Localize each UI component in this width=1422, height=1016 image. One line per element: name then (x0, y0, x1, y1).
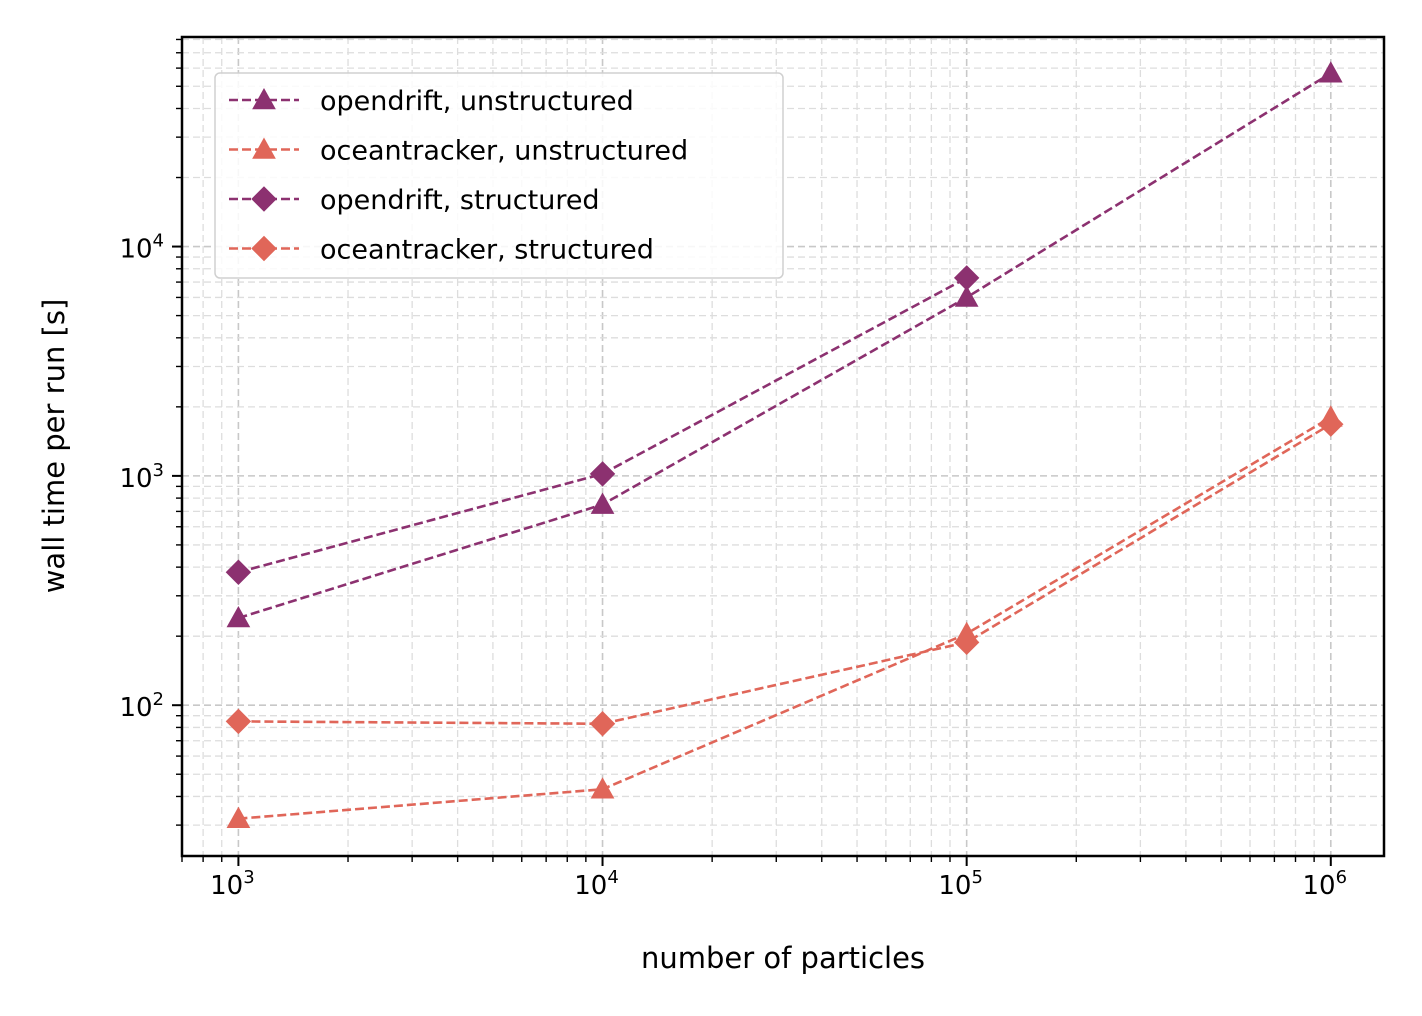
series-3 (225, 411, 1344, 737)
data-point (225, 708, 252, 735)
y-axis-label: wall time per run [s] (37, 299, 71, 594)
x-tick-label: 105 (938, 867, 983, 901)
legend-marker (252, 137, 276, 159)
data-point (225, 559, 252, 585)
data-point (226, 605, 251, 628)
series-line (238, 416, 1332, 820)
legend-marker (251, 186, 277, 212)
y-tick-label: 104 (119, 231, 164, 265)
x-tick-label: 104 (574, 867, 619, 901)
legend: opendrift, unstructured oceantracker, uns… (214, 72, 784, 279)
legend-marker (251, 235, 277, 262)
x-tick-label: 103 (210, 867, 255, 901)
legend-entry: oceantracker, unstructured (229, 136, 688, 167)
legend-box (214, 72, 784, 279)
y-tick-label: 102 (119, 689, 164, 723)
legend-entry: oceantracker, structured (229, 235, 654, 266)
series-line (238, 72, 1332, 620)
series-line (238, 423, 1332, 726)
legend-marker (252, 87, 276, 110)
data-point (590, 777, 615, 799)
data-point (954, 285, 979, 307)
data-point (226, 806, 251, 828)
y-tick-label: 103 (119, 460, 164, 494)
data-point (1318, 61, 1343, 83)
legend-entry: opendrift, unstructured (229, 86, 634, 117)
data-point (953, 629, 980, 656)
legend-label: oceantracker, unstructured (320, 136, 688, 167)
legend-entry: opendrift, structured (229, 185, 600, 216)
legend-label: oceantracker, structured (320, 235, 654, 266)
data-point (590, 492, 615, 514)
legend-label: opendrift, unstructured (320, 86, 634, 117)
series-0 (226, 61, 1343, 628)
data-point (1318, 411, 1344, 437)
ticks: 103 104 105 106 102 103 104 (119, 38, 1348, 901)
plot-frame (180, 35, 1386, 858)
x-tick-label: 106 (1303, 867, 1348, 901)
x-axis-label: number of particles (641, 941, 925, 975)
data-point (589, 711, 616, 737)
legend-label: opendrift, structured (320, 185, 600, 216)
data-point (953, 265, 980, 291)
series-layer (225, 61, 1344, 828)
series-2 (225, 265, 980, 585)
data-point (589, 461, 616, 487)
